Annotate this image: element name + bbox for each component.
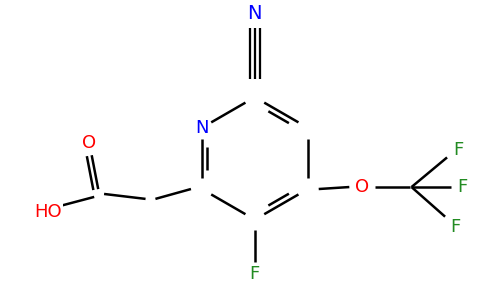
Text: F: F <box>458 178 468 196</box>
Text: F: F <box>453 140 463 158</box>
Text: F: F <box>250 265 260 283</box>
Text: F: F <box>450 218 460 236</box>
Text: N: N <box>195 119 209 137</box>
Text: O: O <box>82 134 96 152</box>
Text: HO: HO <box>34 203 61 221</box>
Text: O: O <box>355 178 369 196</box>
Text: N: N <box>248 4 262 23</box>
